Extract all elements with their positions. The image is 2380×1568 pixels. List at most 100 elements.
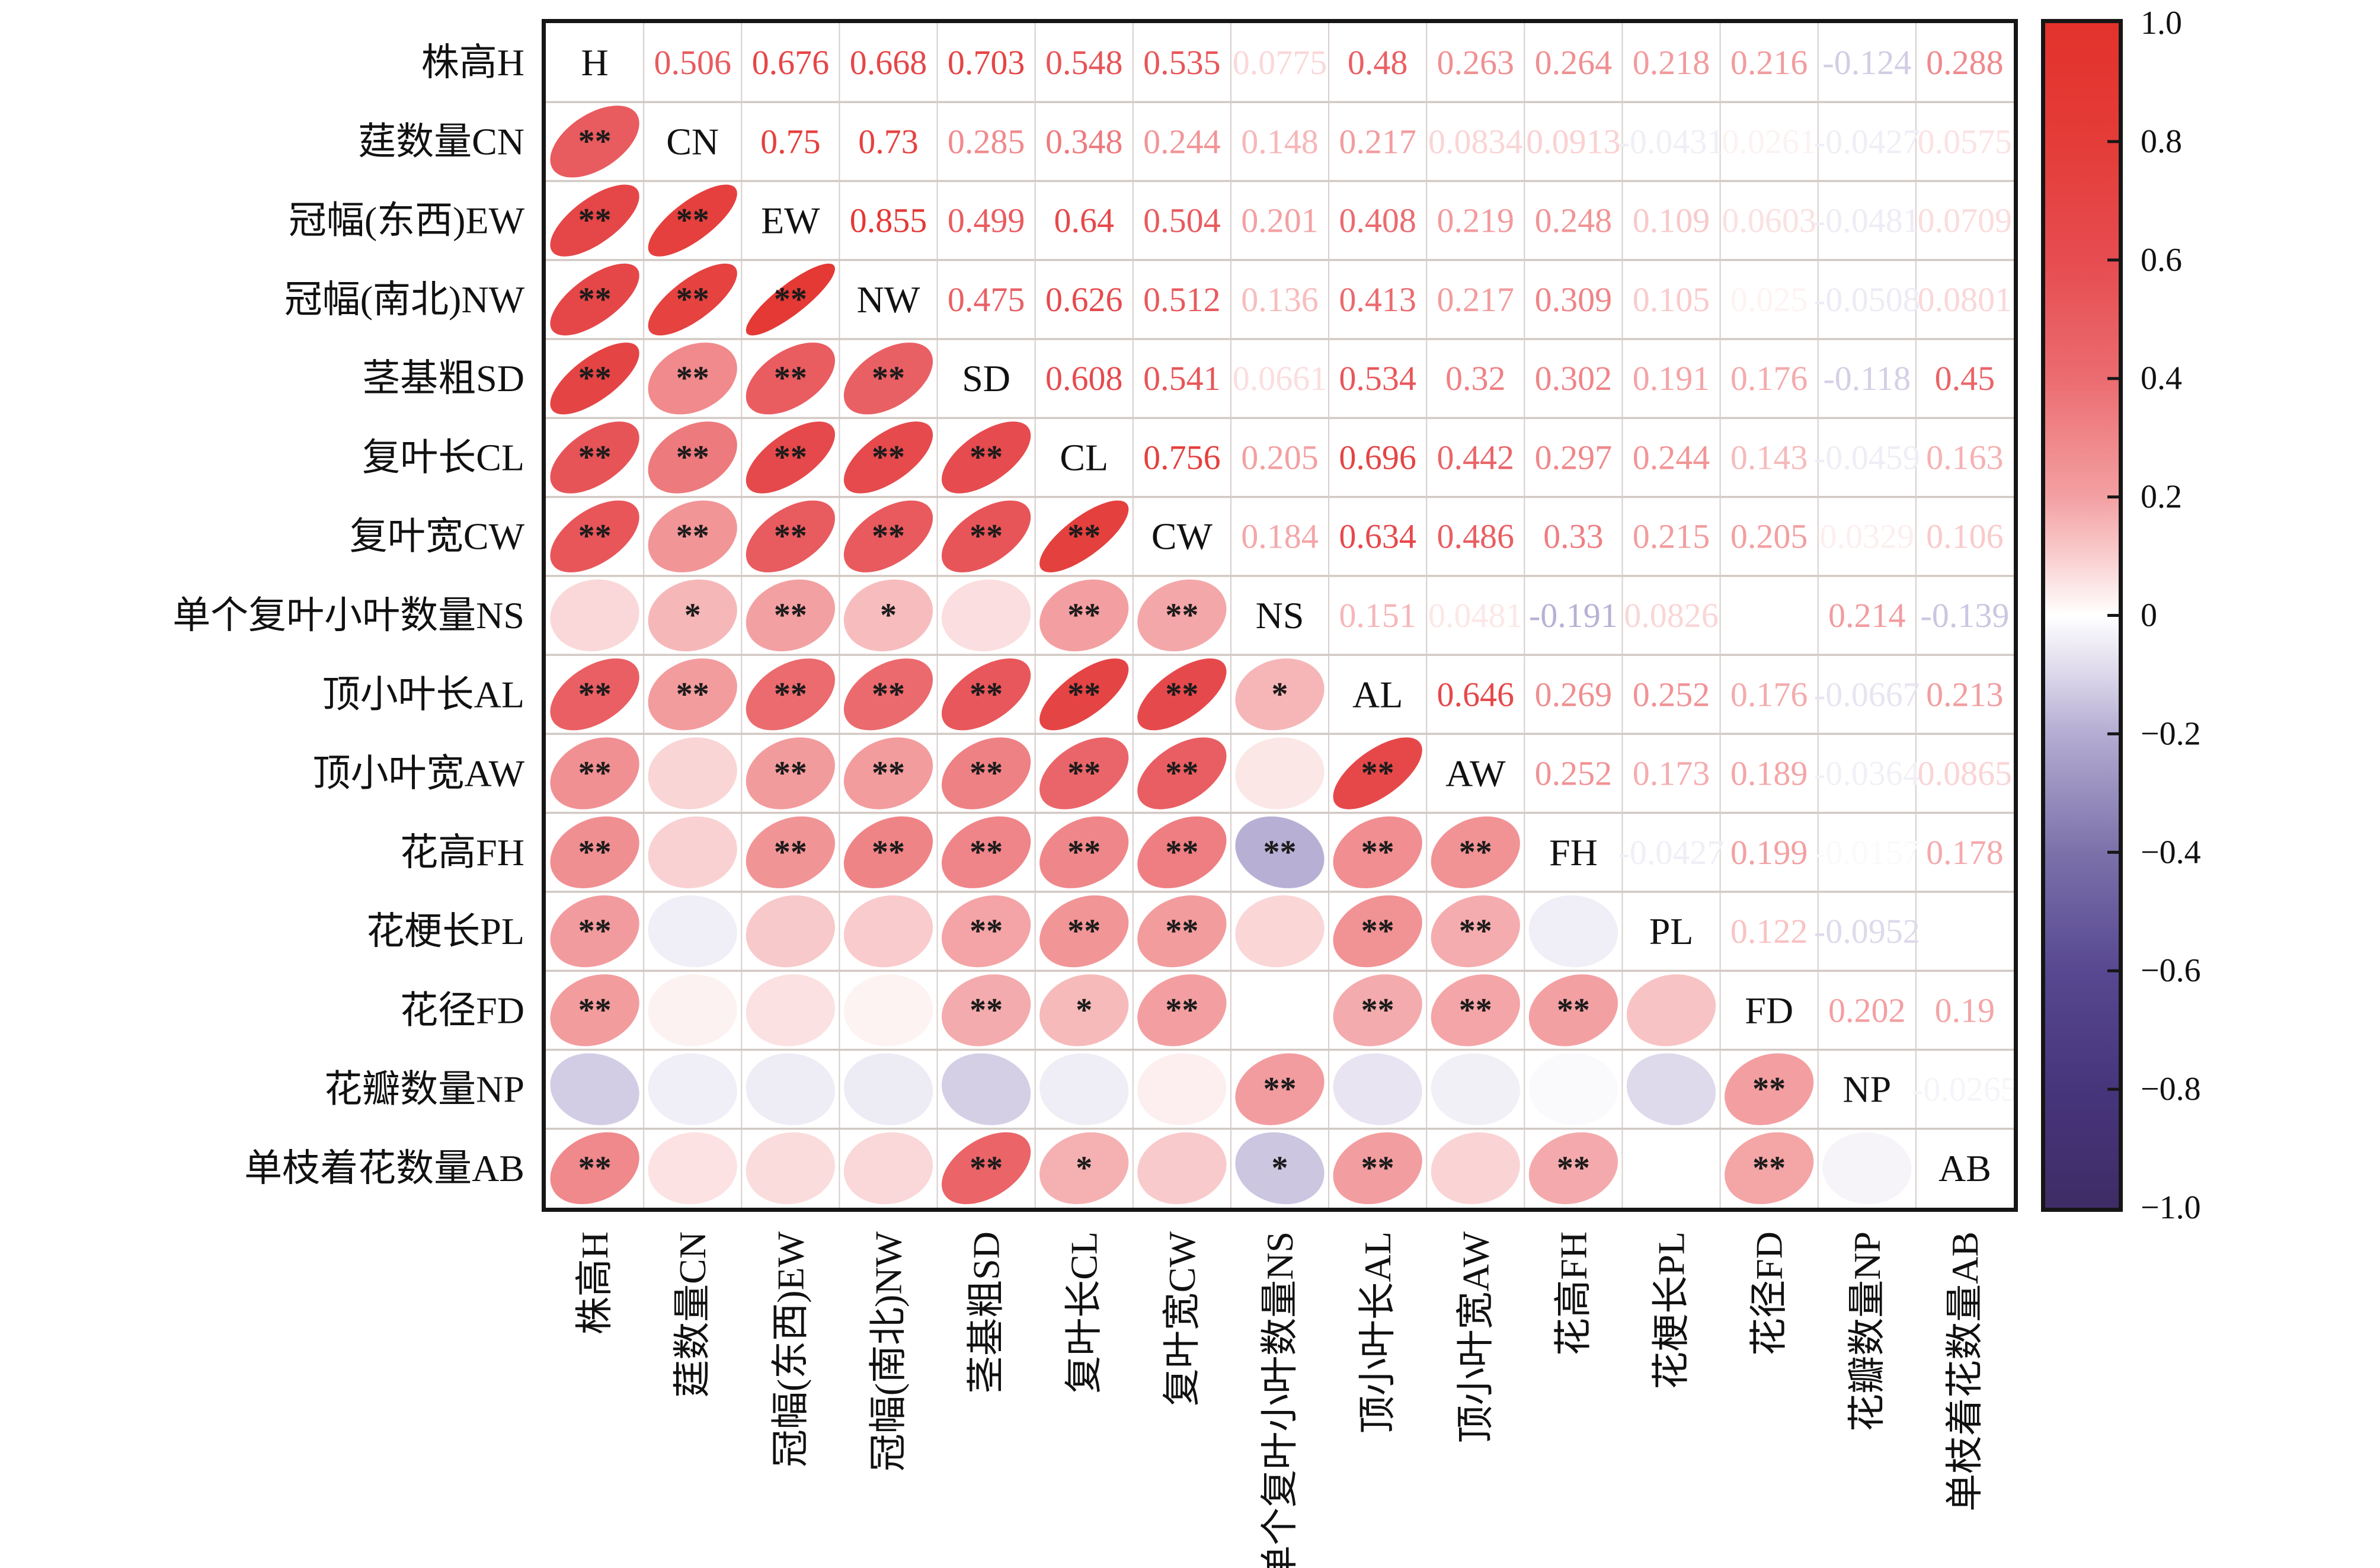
ellipse-mark [550,1132,639,1204]
coefficient-label: 0.73 [858,122,919,161]
significance-mark: ** [1263,834,1297,871]
significance-mark: ** [970,913,1003,950]
coefficient-label: 0.756 [1143,438,1221,476]
coefficient-label: 0.504 [1143,201,1221,240]
ellipse-mark [550,343,639,415]
coefficient-label: -0.139 [1921,596,2010,635]
ellipse-mark [1039,974,1129,1047]
significance-mark: * [1076,1150,1092,1186]
ellipse-mark [1137,974,1227,1047]
row-label: 顶小叶宽AW [313,753,525,795]
coefficient-label: 0.512 [1143,280,1221,319]
significance-mark: ** [1067,518,1101,555]
ellipse-mark [1039,579,1129,652]
coefficient-label: 0.263 [1437,43,1515,82]
row-label: 株高H [421,41,524,84]
ellipse-mark [550,500,639,572]
coefficient-label: 0.178 [1926,833,2004,872]
colorbar-gradient [2045,23,2119,1208]
ellipse-mark [1235,737,1325,809]
colorbar-tick-label: −0.8 [2141,1071,2201,1108]
ellipse-mark [843,500,933,572]
row-label: 花梗长PL [366,910,524,952]
coefficient-label: -0.124 [1822,43,1911,82]
coefficient-label: 0.109 [1633,201,1710,240]
ellipse-mark [1039,658,1129,731]
significance-mark: ** [1165,597,1198,634]
significance-mark: ** [578,1150,612,1186]
ellipse-mark [1431,1053,1520,1125]
coefficient-label: 0.219 [1437,201,1515,240]
significance-mark: ** [676,360,709,397]
coefficient-label: 0.288 [1926,43,2004,82]
ellipse-mark [843,895,933,968]
coefficient-label: 0.506 [654,43,731,82]
coefficient-label: -0.0481 [1814,201,1920,240]
column-label: 冠幅(东西)EW [769,1231,811,1467]
coefficient-label: 0.205 [1730,517,1808,556]
coefficient-label: -0.0431 [1618,122,1725,161]
ellipse-mark [746,579,835,652]
ellipse-mark [1039,895,1129,968]
colorbar-tick-label: 0 [2141,597,2157,634]
significance-mark: ** [970,755,1003,792]
significance-mark: ** [578,834,612,871]
ellipse-mark [1235,1132,1325,1204]
coefficient-label: 0.486 [1437,517,1515,556]
coefficient-label: 0.33 [1543,517,1604,556]
significance-mark: ** [970,676,1003,713]
ellipse-mark [1235,816,1325,888]
column-labels: 株高H 莛数量CN 冠幅(东西)EW 冠幅(南北)NW 茎基粗SD 复叶长CL 复叶宽CW 单… [574,1231,1986,1568]
row-labels: 株高H 莛数量CN 冠幅(东西)EW 冠幅(南北)NW 茎基粗SD 复叶长CL 复叶宽CW 单… [172,41,524,1189]
coefficient-label: 0.176 [1730,675,1808,713]
ellipse-mark [843,658,933,731]
coefficient-label: 0.176 [1730,359,1808,398]
ellipse-mark [648,1053,737,1125]
ellipse-mark [746,816,835,888]
grid [546,23,2014,1208]
ellipse-mark [1431,1132,1520,1204]
ellipse-mark [550,184,639,257]
diagonal-label: CL [1060,436,1108,478]
significance-mark: ** [774,360,807,397]
colorbar-tick-label: 0.4 [2141,360,2182,397]
ellipse-mark [843,737,933,809]
column-label: 复叶宽CW [1161,1231,1203,1406]
coefficient-label: 0.703 [948,43,1025,82]
coefficient-label: 0.348 [1045,122,1123,161]
coefficient-label: 0.48 [1348,43,1408,82]
ellipse-mark [1137,737,1227,809]
ellipse-mark [648,895,737,968]
ellipse-mark [1626,974,1716,1047]
coefficient-label: -0.191 [1529,596,1618,635]
column-label: 复叶长CL [1063,1231,1105,1394]
coefficient-label: 0.122 [1730,912,1808,951]
ellipse-mark [550,816,639,888]
ellipse-mark [1333,895,1422,968]
colorbar-tick-label: −0.4 [2141,834,2201,871]
coefficient-label: 0.213 [1926,675,2004,713]
significance-mark: ** [578,676,612,713]
coefficient-label: 0.173 [1633,754,1710,793]
row-label: 顶小叶长AL [322,673,524,715]
row-label: 单个复叶小叶数量NS [172,594,524,636]
significance-mark: ** [1165,913,1198,950]
cell-text-layer: H 0.506 0.676 0.668 0.703 0.548 0.535 0.0775 0.4… [578,41,2018,1189]
significance-mark: ** [578,123,612,160]
ellipse-mark [746,263,835,336]
ellipse-mark [1333,1053,1422,1125]
significance-mark: ** [774,518,807,555]
row-label: 花径FD [400,989,524,1031]
significance-mark: ** [774,439,807,476]
significance-mark: ** [970,992,1003,1029]
coefficient-label: 0.217 [1339,122,1416,161]
significance-mark: ** [1361,834,1394,871]
significance-mark: ** [1263,1071,1297,1108]
significance-mark: ** [1459,992,1492,1029]
ellipse-mark [1137,658,1227,731]
column-label: 花梗长PL [1650,1231,1693,1390]
significance-mark: ** [1067,913,1101,950]
ellipse-mark [1235,895,1325,968]
diagonal-label: PL [1649,910,1694,952]
ellipse-mark [1235,658,1325,731]
